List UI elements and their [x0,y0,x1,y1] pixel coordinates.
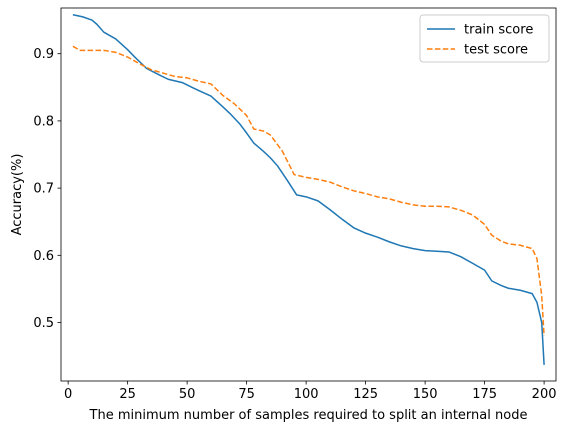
series-line-train-score [72,13,545,365]
y-tick-label: 0.7 [33,182,54,197]
y-axis-label: Accuracy(%) [10,154,25,236]
x-tick-label: 200 [532,387,557,402]
legend: train score test score [419,14,550,63]
x-axis-label: The minimum number of samples required t… [89,408,528,423]
axes-frame [60,7,557,382]
y-tick-label: 0.6 [33,249,54,264]
legend-box [419,14,550,63]
y-tick-label: 0.9 [33,47,54,62]
x-tick-label: 125 [353,387,378,402]
x-tick-label: 175 [472,387,497,402]
x-tick-label: 100 [294,387,319,402]
series-line-test-score [72,45,545,337]
plot-area [60,7,557,382]
x-tick-label: 150 [413,387,438,402]
legend-label-test-score: test score [464,43,528,58]
x-axis-ticks: 0 25 50 75 100 125 150 175 200 [64,381,557,402]
y-tick-label: 0.5 [33,316,54,331]
x-tick-label: 0 [64,387,72,402]
x-tick-label: 75 [238,387,255,402]
y-tick-label: 0.8 [33,114,54,129]
y-axis-ticks: 0.5 0.6 0.7 0.8 0.9 [33,47,61,331]
x-tick-label: 25 [119,387,136,402]
legend-label-train-score: train score [464,23,533,38]
x-tick-label: 50 [179,387,196,402]
